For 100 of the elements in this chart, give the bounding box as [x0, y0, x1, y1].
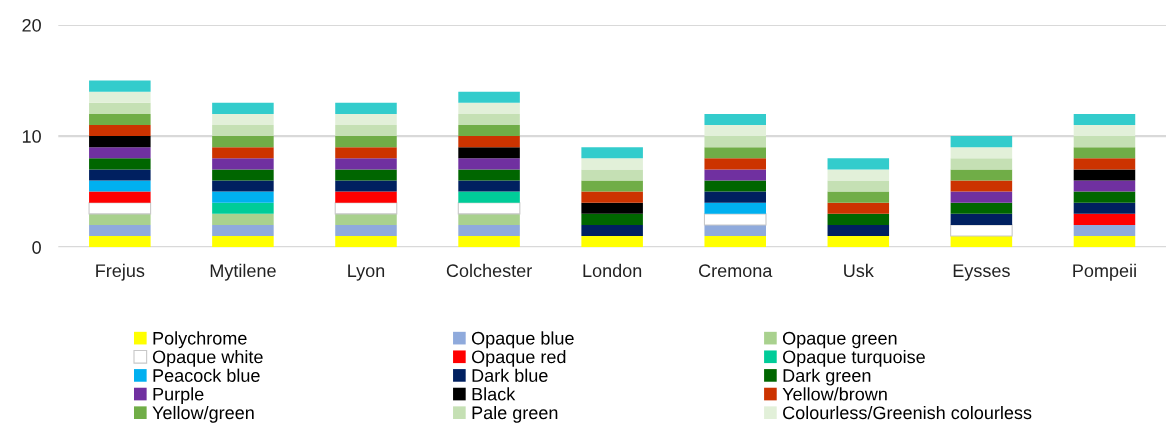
bar: [335, 136, 397, 148]
bar: [89, 224, 151, 237]
bar: [212, 191, 274, 203]
bar: [704, 136, 766, 148]
bar: [335, 213, 397, 225]
legend-label: Opaque green: [782, 331, 897, 349]
bar: [212, 180, 274, 192]
bar: [458, 224, 520, 237]
legend-label: Pale green: [472, 405, 558, 423]
bar: [212, 158, 274, 170]
bar: [89, 191, 151, 203]
bar: [950, 136, 1013, 148]
bar: [581, 213, 643, 225]
bar: [335, 236, 397, 248]
bar: [581, 236, 643, 248]
bar: [827, 236, 890, 248]
x-tick-label: Usk: [844, 263, 874, 278]
bar: [212, 169, 274, 181]
bar: [827, 158, 890, 170]
bar: [827, 191, 890, 203]
bar: [704, 124, 766, 137]
x-tick-label: Mytilene: [210, 263, 276, 281]
bar: [1073, 213, 1136, 225]
bar: [89, 80, 151, 92]
bar: [1073, 169, 1136, 181]
legend-label: Polychrome: [153, 331, 247, 349]
bar: [704, 180, 766, 192]
x-tick-label: Eysses: [953, 264, 1010, 281]
bar: [704, 202, 766, 214]
bar: [704, 147, 766, 159]
bar: [581, 147, 643, 159]
bar: [827, 224, 890, 237]
bar: [581, 180, 643, 192]
bar: [458, 91, 520, 103]
bar: [950, 224, 1013, 237]
bar: [704, 236, 766, 248]
bar: [458, 158, 520, 170]
bar: [88, 202, 152, 215]
bar: [335, 124, 397, 137]
bar: [704, 169, 766, 181]
bar: [1073, 158, 1136, 170]
y-tick-label: 20: [22, 18, 41, 32]
x-tick-label: London: [583, 263, 642, 278]
bar: [89, 124, 151, 137]
bar: [335, 169, 397, 181]
x-tick-label: Pompeii: [1073, 263, 1136, 281]
bar: [89, 113, 151, 125]
legend-label: Purple: [153, 387, 204, 405]
bar: [458, 180, 520, 192]
bar: [212, 124, 274, 137]
bar: [950, 180, 1013, 192]
bar: [1073, 136, 1136, 148]
legend-label: Black: [472, 387, 516, 401]
bar: [704, 191, 766, 203]
bar: [1073, 180, 1136, 192]
bar: [212, 224, 274, 237]
bar: [581, 191, 643, 203]
bar: [1073, 113, 1136, 125]
bar: [212, 202, 274, 214]
bar: [1073, 236, 1136, 248]
bar: [581, 158, 643, 170]
bar: [89, 158, 151, 170]
bar: [335, 224, 397, 237]
bar: [89, 136, 151, 148]
bar: [581, 202, 643, 214]
legend-label: Dark green: [783, 368, 871, 386]
bar: [704, 224, 766, 237]
bar: [458, 113, 520, 125]
bar: [950, 213, 1013, 225]
bar: [1073, 191, 1136, 203]
bar: [827, 202, 890, 214]
bar: [89, 213, 151, 225]
bar: [581, 224, 643, 237]
bar: [212, 213, 274, 225]
bar: [827, 180, 890, 192]
legend-label: Opaque turquoise: [782, 350, 925, 367]
x-tick-label: Colchester: [446, 263, 532, 278]
legend-label: Opaque red: [471, 350, 566, 367]
bar: [703, 213, 767, 226]
bar: [827, 213, 890, 225]
bar: [1073, 202, 1136, 214]
legend-label: Colourless/Greenish colourless: [783, 405, 1032, 420]
bar: [89, 236, 151, 248]
x-tick-label: Frejus: [96, 263, 145, 281]
bar: [950, 191, 1013, 203]
bar: [89, 180, 151, 192]
bar: [950, 169, 1013, 181]
bar: [212, 113, 274, 125]
x-tick-label: Lyon: [348, 264, 385, 281]
bar: [89, 91, 151, 103]
bar: [458, 102, 520, 114]
legend-label: Yellow/green: [152, 405, 254, 423]
bar: [335, 191, 397, 203]
bar: [827, 169, 890, 181]
bar: [458, 191, 520, 203]
bar: [212, 136, 274, 148]
bar: [212, 147, 274, 159]
bar: [89, 147, 151, 159]
bar: [950, 202, 1013, 214]
x-tick-label: Cremona: [699, 264, 773, 278]
